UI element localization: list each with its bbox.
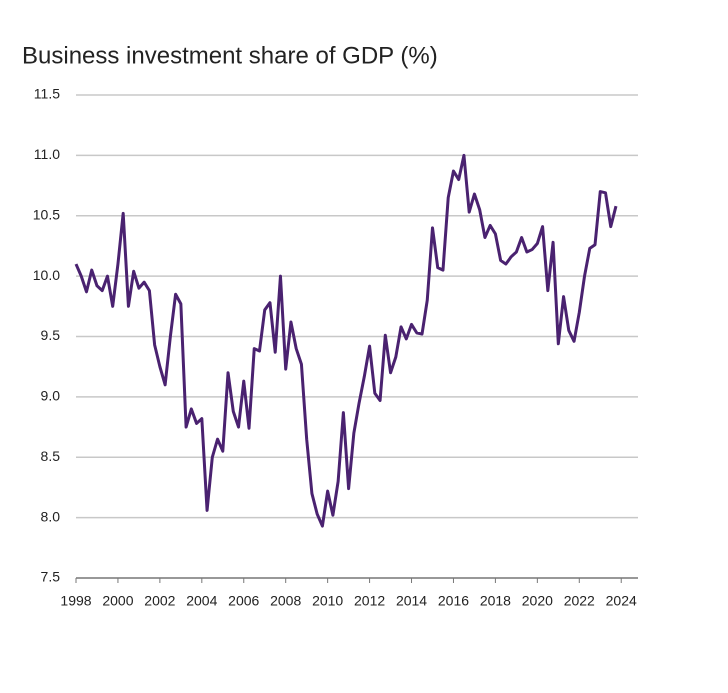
data-line [74, 153, 618, 528]
chart-title: Business investment share of GDP (%) [22, 42, 438, 69]
y-tick-label: 9.5 [41, 327, 61, 343]
x-tick-label: 2002 [144, 593, 175, 609]
x-tick-label: 2024 [606, 593, 637, 609]
x-tick-label: 2014 [396, 593, 427, 609]
x-tick-label: 2004 [186, 593, 217, 609]
y-tick-label: 8.5 [41, 448, 61, 464]
x-tick-label: 2018 [480, 593, 511, 609]
x-tick-label: 1998 [60, 593, 91, 609]
x-tick-label: 2020 [522, 593, 553, 609]
y-tick-label: 8.0 [41, 508, 61, 524]
y-tick-label: 9.0 [41, 388, 61, 404]
y-tick-label: 7.5 [41, 569, 61, 585]
y-tick-label: 11.5 [34, 86, 60, 102]
x-tick-label: 2022 [564, 593, 595, 609]
y-tick-label: 10.5 [33, 206, 60, 222]
y-tick-label: 11.0 [34, 146, 60, 162]
x-tick-label: 2006 [228, 593, 259, 609]
x-tick-label: 2008 [270, 593, 301, 609]
y-tick-label: 10.0 [33, 267, 60, 283]
x-tick-label: 2000 [102, 593, 133, 609]
x-tick-label: 2012 [354, 593, 385, 609]
x-tick-label: 2016 [438, 593, 469, 609]
x-tick-label: 2010 [312, 593, 343, 609]
